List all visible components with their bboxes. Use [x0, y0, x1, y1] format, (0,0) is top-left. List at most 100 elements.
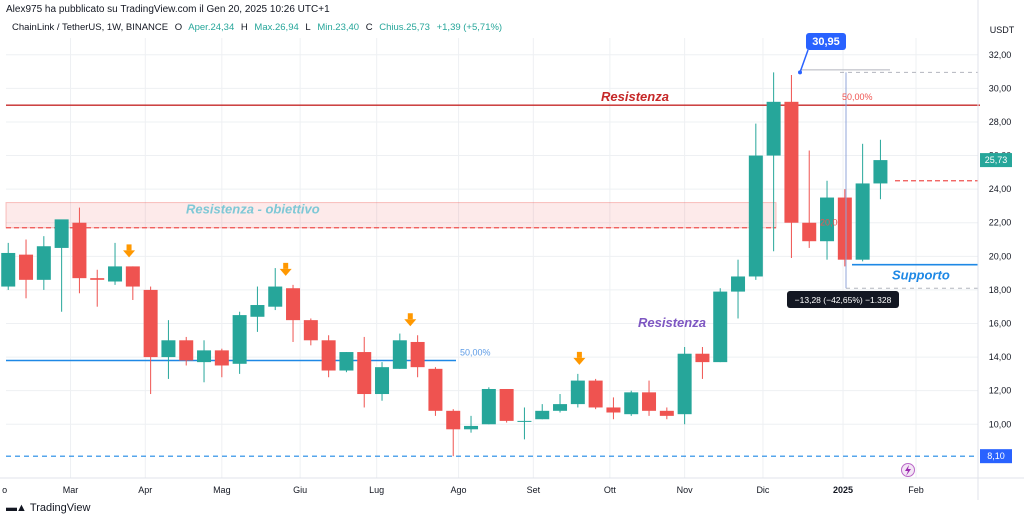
candle-body: [72, 222, 87, 279]
candle-body: [321, 340, 336, 371]
candle-body: [748, 155, 763, 277]
candles-layer: [1, 72, 888, 457]
candle-body: [19, 254, 34, 280]
candle-body: [268, 286, 283, 307]
blue-level-pct-label: 50,00%: [460, 347, 491, 357]
x-tick-label: Set: [527, 485, 541, 495]
last-price-tag-label: 25,73: [985, 155, 1008, 165]
support-label: Supporto: [892, 268, 950, 283]
candle-body: [464, 425, 479, 430]
candle-body: [214, 350, 229, 366]
candle-body: [659, 410, 674, 416]
y-tick-label: 10,00: [989, 419, 1012, 429]
resistance-label: Resistenza: [601, 89, 669, 104]
close-value: Chius.25,73: [379, 22, 430, 33]
x-tick-label: o: [2, 485, 7, 495]
orange-down-arrow-icon: [279, 262, 292, 276]
candle-body: [784, 101, 799, 223]
y-tick-label: 22,00: [989, 218, 1012, 228]
measure-tooltip-box: [787, 291, 899, 308]
x-tick-label: Giu: [293, 485, 307, 495]
price-axis[interactable]: USDT32,0030,0028,0026,0024,0022,0020,001…: [977, 0, 1015, 500]
low-value: Min.23,40: [317, 22, 360, 33]
y-tick-label: 16,00: [989, 318, 1012, 328]
candle-body: [766, 101, 781, 156]
brand-label: TradingView: [29, 502, 91, 514]
x-tick-label: Feb: [908, 485, 924, 495]
candle-body: [677, 353, 692, 415]
y-tick-label: 30,00: [989, 83, 1012, 93]
tradingview-brand[interactable]: ▬▲ TradingView: [6, 502, 90, 514]
candle-body: [802, 222, 817, 242]
red-mid-label: 20,00: [820, 218, 843, 228]
candle-body: [90, 278, 105, 280]
resistance-target-zone: [5, 202, 777, 229]
peak-callout-box: [806, 33, 846, 50]
candle-body: [250, 305, 265, 317]
open-value: Aper.24,34: [188, 22, 235, 33]
candle-body: [428, 368, 443, 411]
high-value: Max.26,94: [254, 22, 299, 33]
candle-body: [446, 410, 461, 430]
time-axis[interactable]: o Mar Apr Mag Giu Lug Ago Set Ott Nov Dic 2025 Feb: [0, 463, 1024, 496]
candle-body: [179, 340, 194, 361]
symbol-name[interactable]: ChainLink / TetherUS, 1W, BINANCE: [12, 22, 169, 33]
candle-body: [517, 420, 532, 422]
candle-body: [695, 353, 710, 363]
candle-body: [54, 219, 69, 248]
candle-body: [339, 352, 354, 371]
x-tick-label: Apr: [138, 485, 152, 495]
peak-point: [798, 70, 802, 75]
y-tick-label: 18,00: [989, 285, 1012, 295]
y-tick-label: 14,00: [989, 352, 1012, 362]
candle-body: [570, 380, 585, 405]
candle-body: [553, 404, 568, 411]
x-tick-label: Mag: [213, 485, 231, 495]
candle-body: [357, 352, 372, 395]
annotations-layer: Resistenza - obiettivo Resistenza 50,00% Su…: [123, 33, 950, 365]
low-level-tag: [980, 449, 1012, 464]
y-tick-label: 20,00: [989, 251, 1012, 261]
drawing-zones: [5, 202, 777, 229]
candle-body: [410, 341, 425, 368]
event-flash-icon: [901, 463, 915, 477]
high-label: H: [240, 22, 248, 33]
candle-body: [232, 315, 247, 364]
symbol-info-bar: ChainLink / TetherUS, 1W, BINANCE O Aper…: [12, 22, 506, 33]
y-tick-label: 24,00: [989, 184, 1012, 194]
x-tick-label: Lug: [369, 485, 384, 495]
resistance-target-label: Resistenza - obiettivo: [186, 202, 320, 217]
candle-body: [125, 266, 140, 287]
orange-down-arrow-icon: [573, 351, 586, 365]
candle-body: [1, 252, 16, 287]
close-label: C: [365, 22, 373, 33]
y-tick-label: 12,00: [989, 386, 1012, 396]
candle-body: [855, 183, 870, 260]
candle-body: [837, 197, 852, 260]
candle-body: [392, 340, 407, 369]
open-label: O: [174, 22, 183, 33]
last-price-tag: [980, 153, 1012, 168]
peak-callout-pointer: [799, 49, 809, 73]
change-value: +1,39 (+5,71%): [436, 22, 503, 33]
x-tick-label: 2025: [833, 485, 853, 495]
measure-tooltip-label: −13,28 (−42,65%) −1.328: [795, 295, 892, 305]
candle-body: [161, 340, 176, 358]
x-tick-label: Ott: [604, 485, 617, 495]
candle-body: [286, 288, 301, 321]
candle-body: [36, 246, 51, 280]
x-tick-label: Mar: [63, 485, 79, 495]
candle-body: [642, 392, 657, 411]
candle-body: [499, 388, 514, 421]
candle-body: [303, 320, 318, 341]
low-label: L: [305, 22, 311, 33]
candle-body: [535, 410, 550, 420]
y-tick-label: 32,00: [989, 50, 1012, 60]
candle-body: [624, 392, 639, 415]
x-tick-label: Dic: [756, 485, 769, 495]
candle-body: [713, 291, 728, 363]
orange-down-arrow-icon: [123, 244, 136, 258]
y-tick-label: 28,00: [989, 117, 1012, 127]
published-by-line: Alex975 ha pubblicato su TradingView.com…: [6, 4, 330, 15]
